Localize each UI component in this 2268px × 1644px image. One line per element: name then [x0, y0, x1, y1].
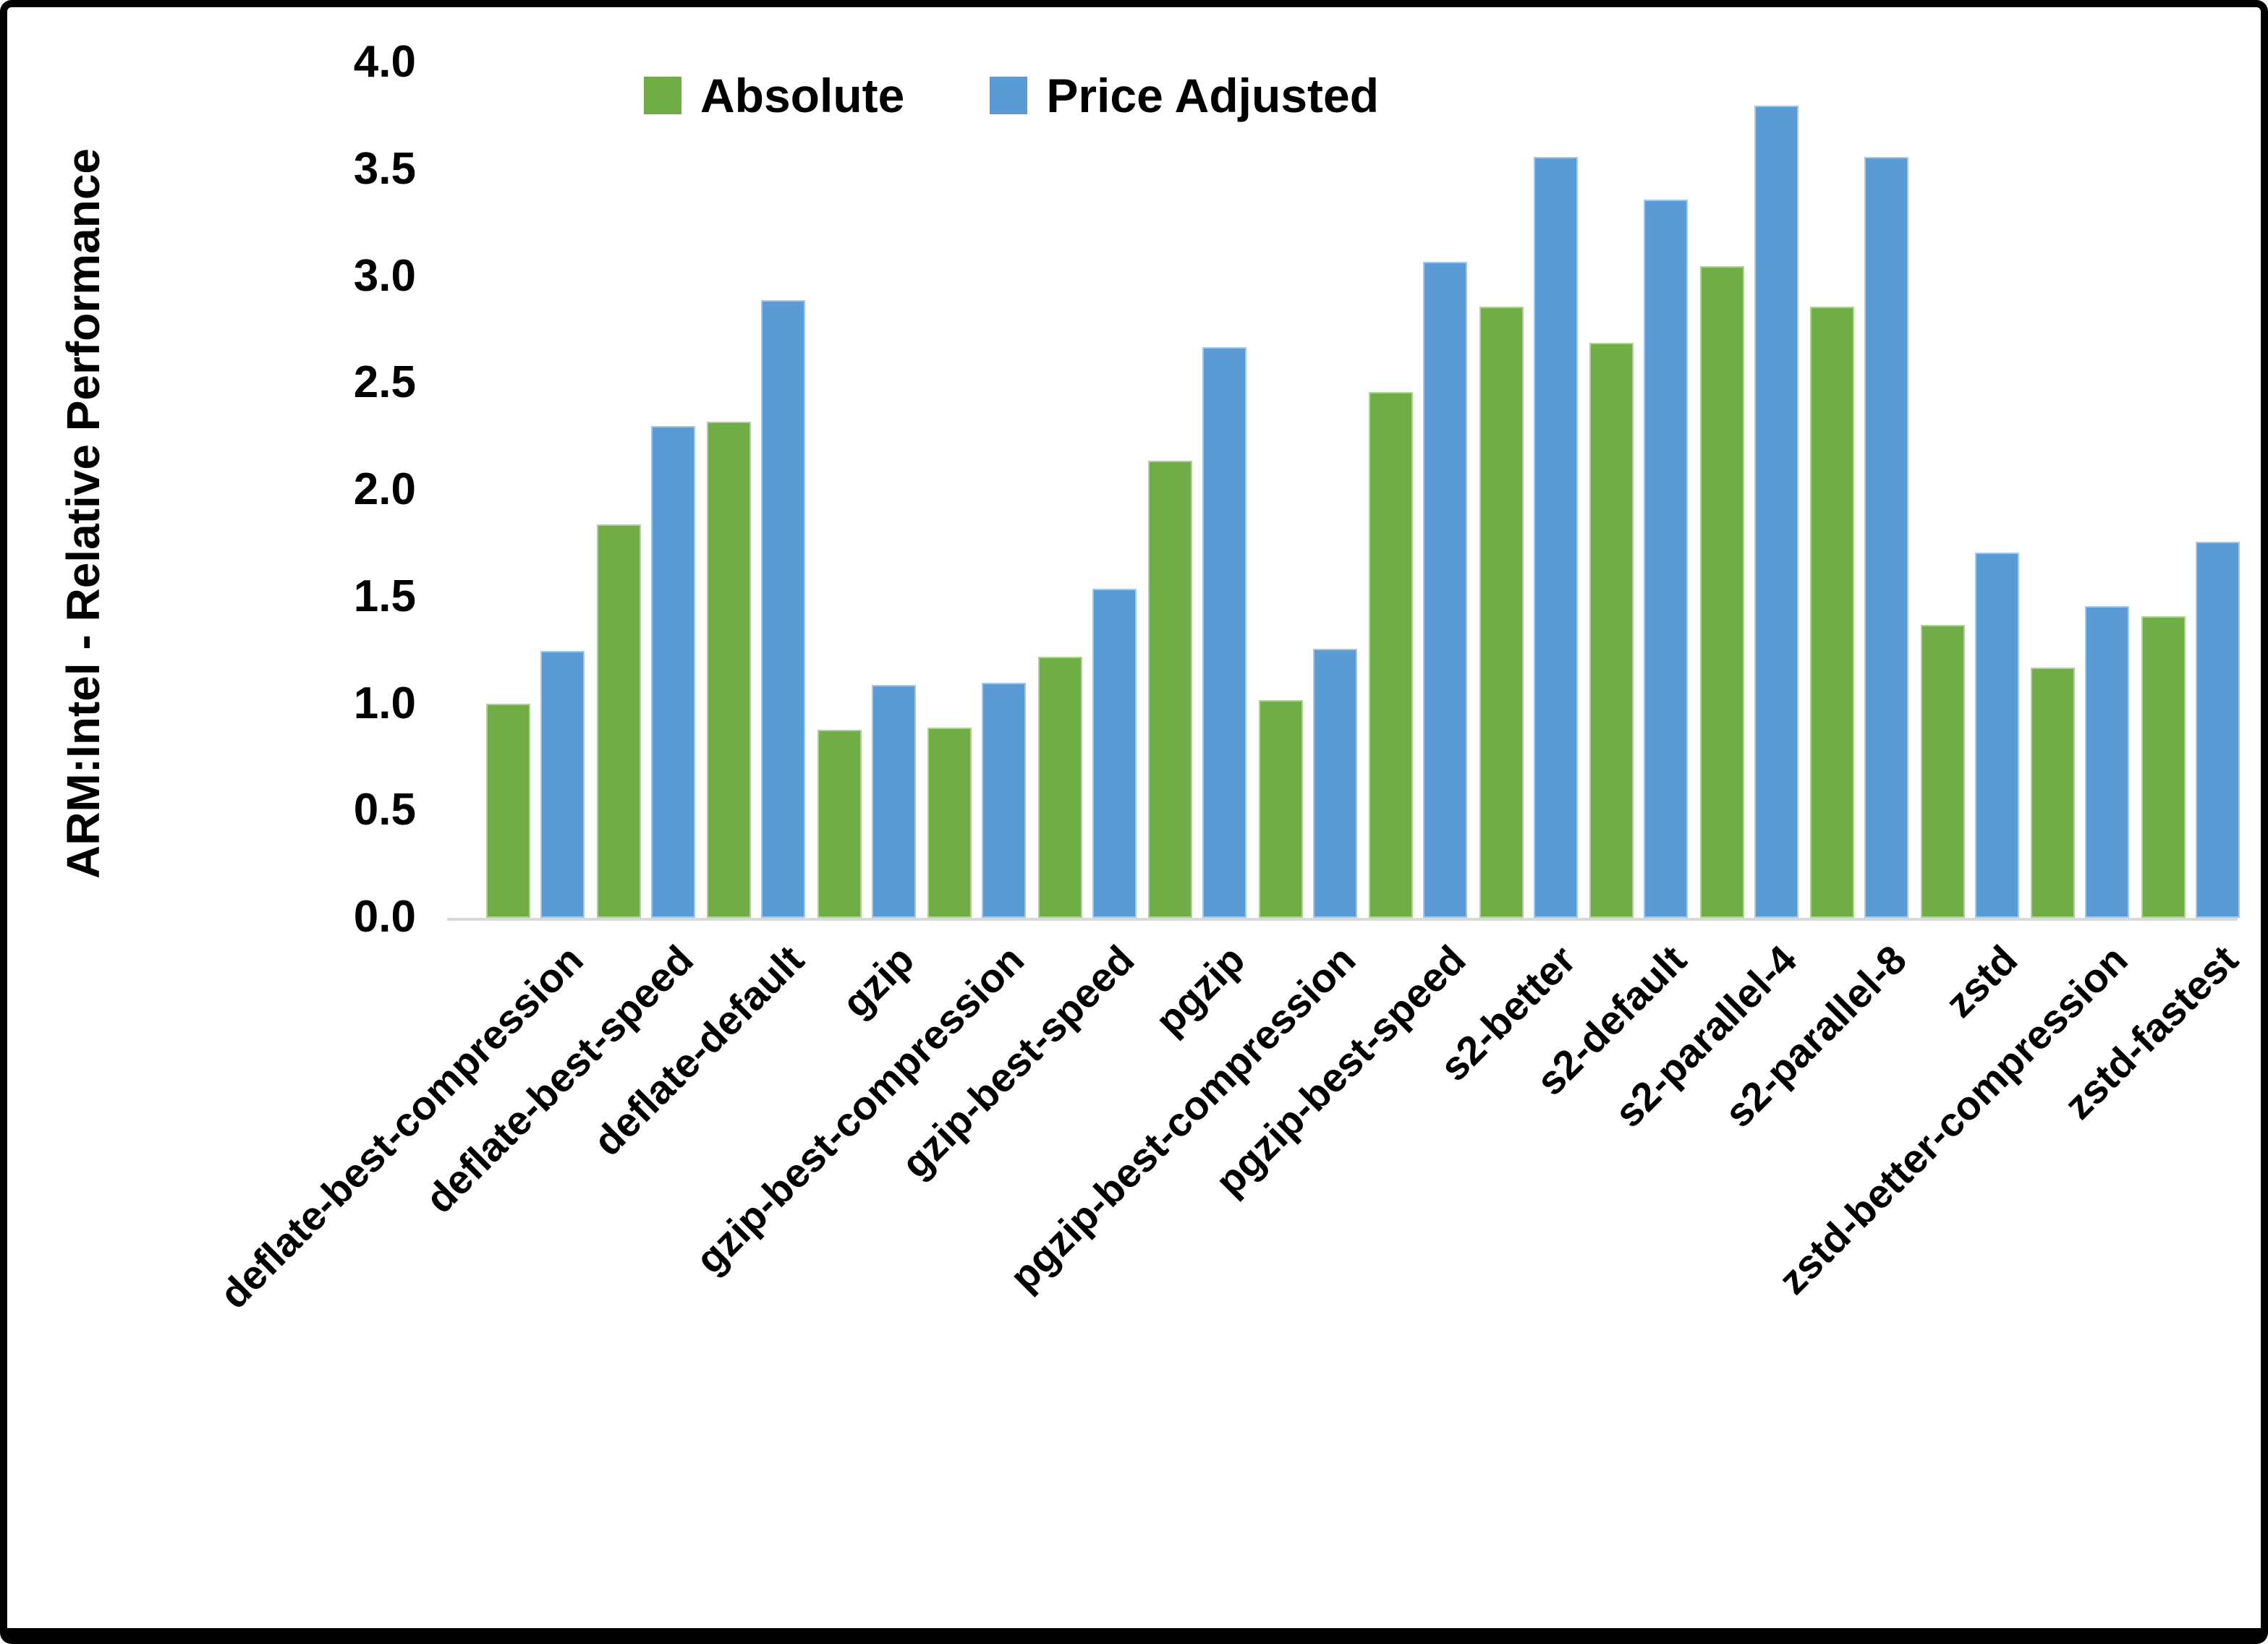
y-axis-tick-label: 0.0: [353, 892, 416, 942]
bar-price-adjusted-pgzip-best-speed: [1423, 262, 1468, 918]
bar-absolute-pgzip-best-speed: [1369, 392, 1414, 918]
legend: Absolute Price Adjusted: [644, 68, 1379, 123]
bar-absolute-pgzip-best-compression: [1258, 700, 1303, 918]
bar-price-adjusted-s2-default: [1644, 200, 1689, 918]
bar-price-adjusted-s2-better: [1533, 157, 1578, 918]
bar-price-adjusted-gzip: [871, 685, 916, 918]
bar-absolute-pgzip: [1148, 461, 1193, 918]
bar-price-adjusted-pgzip: [1202, 347, 1247, 918]
bar-absolute-s2-default: [1589, 343, 1634, 918]
y-axis-tick-label: 0.5: [353, 785, 416, 835]
bar-absolute-s2-better: [1479, 307, 1524, 918]
x-axis-label: pgzip: [1146, 936, 1254, 1044]
bar-absolute-zstd-better-compression: [2031, 668, 2076, 918]
bar-price-adjusted-deflate-default: [761, 300, 806, 918]
bar-price-adjusted-deflate-best-speed: [650, 426, 695, 918]
legend-label: Absolute: [700, 69, 905, 122]
bar-absolute-deflate-default: [707, 422, 752, 918]
legend-swatch: [990, 77, 1028, 114]
x-axis-label: zstd: [1936, 936, 2026, 1026]
y-axis-tick-label: 2.5: [353, 357, 416, 408]
bar-absolute-s2-parallel-8: [1810, 307, 1855, 918]
bar-absolute-gzip-best-compression: [927, 728, 972, 918]
legend-swatch: [644, 77, 681, 114]
bar-price-adjusted-s2-parallel-8: [1864, 157, 1909, 918]
legend-label: Price Adjusted: [1046, 69, 1380, 122]
bar-absolute-zstd-fastest: [2141, 616, 2186, 918]
x-axis-line: [447, 918, 2238, 921]
y-axis-title: ARM:Intel - Relative Performance: [57, 148, 109, 880]
bar-price-adjusted-deflate-best-compression: [540, 651, 585, 918]
legend-item-absolute: Absolute: [644, 68, 904, 123]
bar-price-adjusted-zstd-better-compression: [2085, 606, 2130, 918]
bar-absolute-deflate-best-speed: [596, 524, 641, 918]
x-axis-label: gzip: [833, 936, 923, 1026]
bar-absolute-s2-parallel-4: [1699, 266, 1744, 918]
y-axis-tick-label: 4.0: [353, 37, 416, 88]
bar-absolute-zstd: [1920, 625, 1965, 918]
y-axis-tick-label: 2.0: [353, 464, 416, 515]
bar-absolute-deflate-best-compression: [486, 704, 531, 918]
bar-price-adjusted-zstd: [1974, 553, 2019, 918]
bar-absolute-gzip: [817, 730, 862, 918]
bar-price-adjusted-zstd-fastest: [2195, 542, 2240, 918]
y-axis-tick-label: 1.0: [353, 678, 416, 728]
bar-price-adjusted-pgzip-best-compression: [1312, 649, 1357, 918]
bar-price-adjusted-gzip-best-speed: [1092, 589, 1137, 918]
bar-price-adjusted-s2-parallel-4: [1754, 106, 1798, 918]
y-axis-tick-label: 1.5: [353, 571, 416, 621]
bar-absolute-gzip-best-speed: [1037, 657, 1082, 918]
bar-price-adjusted-gzip-best-compression: [982, 683, 1027, 918]
y-axis-tick-label: 3.0: [353, 250, 416, 301]
y-axis-tick-label: 3.5: [353, 143, 416, 194]
legend-item-price-adjusted: Price Adjusted: [990, 68, 1379, 123]
